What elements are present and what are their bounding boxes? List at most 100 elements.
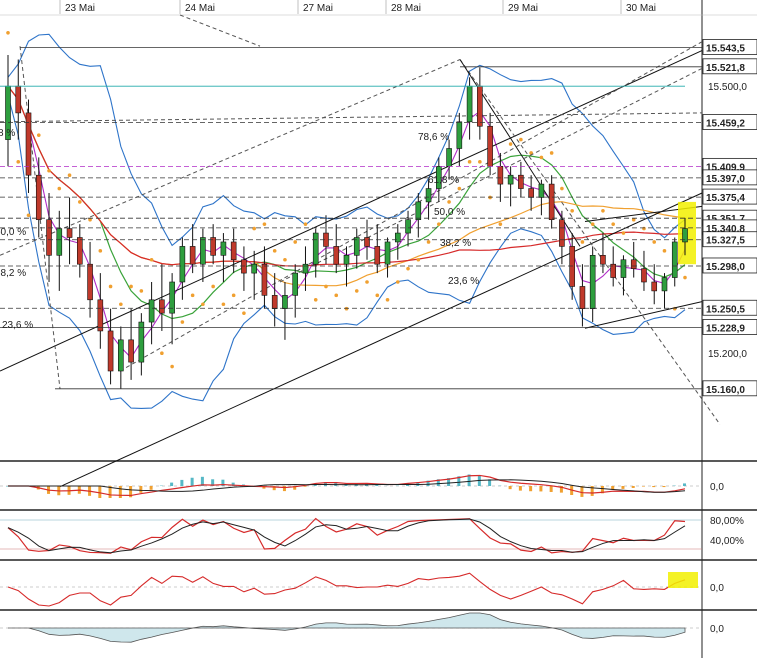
psar-dot [499,222,503,226]
psar-dot [37,133,41,137]
candle-body [549,184,554,220]
psar-dot [119,302,123,306]
candle-body [426,189,431,202]
psar-dot [293,240,297,244]
psar-dot [447,200,451,204]
price-level-label: 15.521,8 [706,63,745,74]
candle-body [118,340,123,371]
candle-body [282,295,287,308]
candle-body [447,149,452,167]
candle-body [467,86,472,122]
psar-dot [68,173,72,177]
candle-body [672,242,677,278]
fib-label: 50,0 % [434,207,465,218]
psar-dot [334,294,338,298]
psar-dot [283,258,287,262]
candle-body [498,166,503,184]
candle-body [416,202,421,220]
price-level-label: 15.459,2 [706,119,745,130]
candle-body [57,229,62,256]
candle-body [508,175,513,184]
candle-body [252,264,257,273]
date-label: 24 Mai [185,3,215,14]
candle-body [621,260,626,278]
psar-dot [468,160,472,164]
fib-label: 8 % [0,128,15,139]
psar-dot [109,285,113,289]
psar-dot [201,302,205,306]
psar-dot [622,231,626,235]
price-level-label: 15.375,4 [706,193,745,204]
psar-dot [16,160,20,164]
macd-bar [519,486,522,491]
psar-dot [601,209,605,213]
candle-body [457,122,462,149]
psar-dot [129,285,133,289]
fib-label: 23,6 % [448,276,479,287]
macd-bar [98,486,101,498]
macd-bar [683,483,686,486]
candle-body [631,260,636,269]
psar-dot [386,298,390,302]
psar-dot [160,351,164,355]
candle-body [262,264,267,295]
candle-body [139,322,144,362]
candle-body [190,246,195,264]
price-level-label: 15.298,0 [706,262,745,273]
psar-dot [478,160,482,164]
psar-dot [6,31,10,35]
candle-body [477,86,482,126]
psar-dot [99,249,103,253]
candle-body [641,269,646,282]
psar-dot [273,249,277,253]
psar-dot [150,258,154,262]
candle-body [344,255,349,264]
macd-bar [529,486,532,491]
candle-body [375,246,380,264]
date-label: 30 Mai [626,3,656,14]
macd-bar [652,486,655,487]
candle-body [570,246,575,286]
candle-body [395,233,400,242]
psar-dot [365,280,369,284]
candle-body [293,273,298,295]
macd-bar [191,478,194,486]
fib-label: 38,2 % [0,268,26,279]
macd-bar [632,486,635,488]
macd-bar [580,486,583,497]
fib-label: 23,6 % [2,320,33,331]
psar-dot [314,298,318,302]
candle-body [559,220,564,247]
psar-dot [663,249,667,253]
date-label: 29 Mai [508,3,538,14]
psar-dot [252,227,256,231]
candle-body [77,238,82,265]
price-level-label: 15.397,0 [706,174,745,185]
highlight-momentum [668,572,698,588]
fib-label: 61,8 % [428,175,459,186]
candle-body [241,260,246,273]
date-label: 27 Mai [303,3,333,14]
psar-dot [78,200,82,204]
hist-axis-label: 0,0 [710,624,724,635]
candle-body [662,278,667,291]
macd-bar [621,486,624,489]
psar-dot [591,222,595,226]
macd-bar [150,486,153,490]
psar-dot [263,222,267,226]
price-level-label: 15.250,5 [706,304,745,315]
candle-body [652,282,657,291]
candle-body [129,340,134,362]
psar-dot [437,222,441,226]
candle-body [180,246,185,282]
psar-dot [27,213,31,217]
candle-body [365,238,370,247]
candle-body [108,331,113,371]
candle-body [303,264,308,273]
psar-dot [611,222,615,226]
price-level-label: 15.160,0 [706,385,745,396]
psar-dot [181,320,185,324]
